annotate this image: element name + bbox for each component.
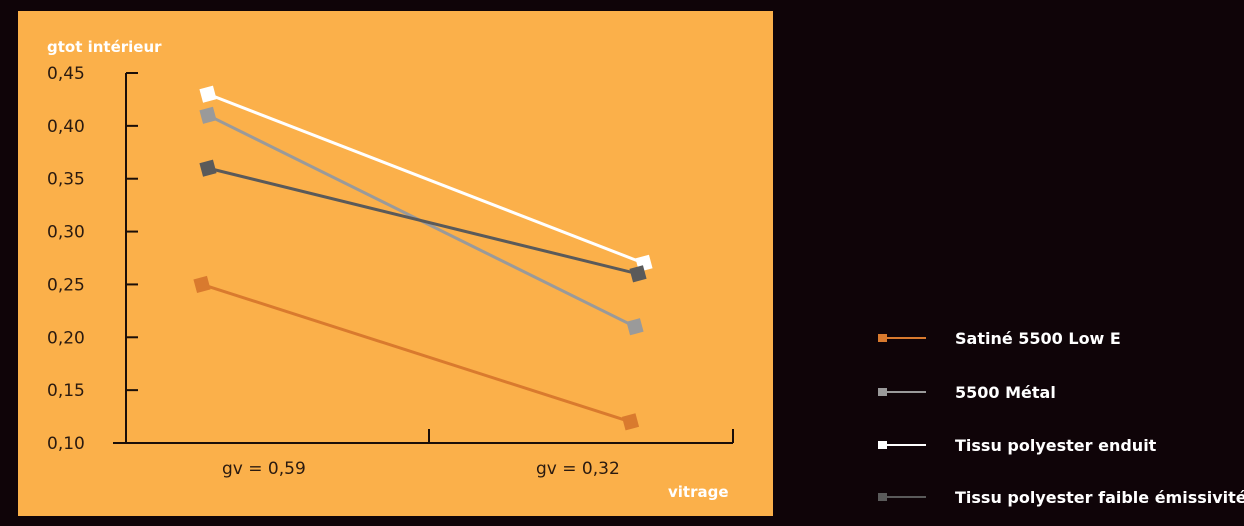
series-point <box>199 85 217 103</box>
legend-swatch <box>878 493 887 501</box>
legend-swatch <box>878 388 887 396</box>
y-tick-label: 0,20 <box>47 328 85 348</box>
series-markers <box>193 85 653 431</box>
series-line <box>201 283 631 424</box>
y-tick-label: 0,30 <box>47 223 85 243</box>
series-line <box>207 92 645 265</box>
y-tick-label: 0,15 <box>47 381 85 401</box>
series-lines <box>201 92 645 424</box>
series-point <box>199 159 217 177</box>
y-tick-label: 0,45 <box>47 64 85 84</box>
series-point <box>193 275 211 294</box>
legend-swatch <box>878 441 887 449</box>
x-category-label: gv = 0,59 <box>222 459 306 479</box>
x-axis-title: vitrage <box>668 483 729 501</box>
y-axis-title: gtot intérieur <box>47 38 162 56</box>
axes <box>113 73 734 444</box>
legend-label: Tissu polyester faible émissivité <box>955 488 1244 507</box>
x-categories: gv = 0,59 gv = 0,32 <box>222 459 620 479</box>
legend-label: Tissu polyester enduit <box>955 436 1157 455</box>
series-line <box>207 166 639 276</box>
series-point <box>626 318 644 336</box>
x-category-label: gv = 0,32 <box>536 459 620 479</box>
y-tick-label: 0,25 <box>47 275 85 295</box>
series-point <box>621 413 640 431</box>
series-point <box>199 106 217 124</box>
legend-swatch <box>878 334 887 342</box>
legend-label: Satiné 5500 Low E <box>955 329 1121 348</box>
series-point <box>629 265 647 283</box>
legend: Satiné 5500 Low E 5500 Métal Tissu polyest… <box>878 329 1244 507</box>
y-tick-label: 0,40 <box>47 117 85 137</box>
y-ticks: 0,10 0,15 0,20 0,25 0,30 0,35 0,40 0,45 <box>47 64 138 454</box>
y-tick-label: 0,35 <box>47 170 85 190</box>
y-tick-label: 0,10 <box>47 434 85 454</box>
legend-label: 5500 Métal <box>955 383 1056 402</box>
plot-background <box>18 11 773 516</box>
